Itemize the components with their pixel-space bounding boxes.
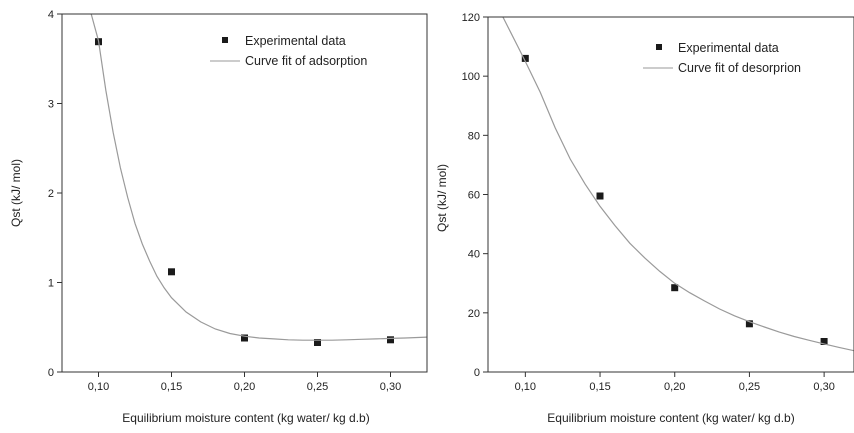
data-point <box>241 334 248 342</box>
legend-label-experimental: Experimental data <box>678 41 779 55</box>
legend: Experimental data Curve fit of adsorptio… <box>210 34 367 68</box>
data-point <box>596 192 604 200</box>
x-tick-label: 0,20 <box>234 381 255 393</box>
x-tick-label: 0,10 <box>88 381 109 393</box>
legend: Experimental data Curve fit of desorprio… <box>643 41 801 75</box>
x-tick-label: 0,10 <box>515 381 536 393</box>
legend-label-fit: Curve fit of adsorption <box>245 54 367 68</box>
data-point <box>745 320 753 328</box>
plot-area <box>502 17 854 352</box>
y-tick-label: 100 <box>462 71 480 83</box>
y-tick-label: 1 <box>48 278 54 290</box>
legend-label-fit: Curve fit of desorprion <box>678 61 801 75</box>
x-tick-label: 0,25 <box>739 381 760 393</box>
y-axis-label: Qst (kJ/ mol) <box>9 159 23 227</box>
plot-area <box>90 14 427 346</box>
x-tick-label: 0,15 <box>161 381 182 393</box>
y-tick-label: 3 <box>48 99 54 111</box>
data-point <box>521 54 529 62</box>
y-tick-label: 60 <box>468 190 480 202</box>
axis-ticks: 0,10 0,15 0,20 0,25 0,30 0 1 2 3 4 <box>48 9 401 393</box>
x-tick-label: 0,15 <box>589 381 610 393</box>
x-tick-label: 0,25 <box>307 381 328 393</box>
x-tick-label: 0,20 <box>664 381 685 393</box>
y-tick-label: 20 <box>468 308 480 320</box>
data-point <box>820 338 828 345</box>
y-tick-label: 0 <box>474 367 480 379</box>
data-point <box>387 336 394 344</box>
y-tick-label: 40 <box>468 249 480 261</box>
data-point <box>168 268 175 276</box>
y-axis-label: Qst (kJ/ mol) <box>435 164 449 232</box>
y-tick-label: 120 <box>462 12 480 24</box>
y-tick-label: 4 <box>48 9 54 21</box>
x-axis-label: Equilibrium moisture content (kg water/ … <box>547 411 794 425</box>
x-tick-label: 0,30 <box>813 381 834 393</box>
fit-curve <box>502 17 854 352</box>
axis-ticks: 0,10 0,15 0,20 0,25 0,30 0 20 40 60 80 100 120 <box>462 12 835 393</box>
data-point <box>671 284 679 292</box>
x-axis-label: Equilibrium moisture content (kg water/ … <box>122 411 369 425</box>
x-tick-label: 0,30 <box>380 381 401 393</box>
y-tick-label: 0 <box>48 367 54 379</box>
adsorption-panel: 0,10 0,15 0,20 0,25 0,30 0 1 2 3 4 Experimental d… <box>9 9 428 425</box>
y-tick-label: 80 <box>468 130 480 142</box>
fit-curve <box>90 14 427 341</box>
data-point <box>314 339 321 346</box>
y-tick-label: 2 <box>48 188 54 200</box>
legend-label-experimental: Experimental data <box>245 34 346 48</box>
legend-marker-points <box>222 37 228 43</box>
legend-marker-points <box>656 44 662 50</box>
desorption-panel: 0,10 0,15 0,20 0,25 0,30 0 20 40 60 80 100 120 Expe… <box>435 12 854 425</box>
